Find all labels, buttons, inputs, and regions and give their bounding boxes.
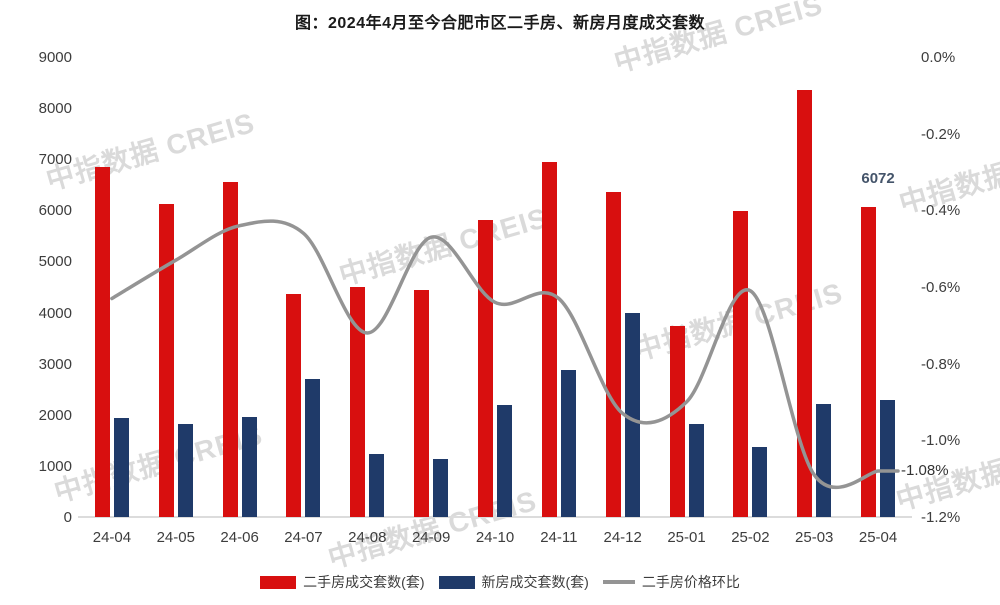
data-label-secondhand-last: 6072 — [861, 169, 895, 187]
bar-newhome — [433, 459, 449, 517]
bar-secondhand — [94, 166, 110, 517]
y-axis-right-tick-label: -0.2% — [921, 125, 961, 143]
bar-secondhand — [733, 211, 749, 517]
x-axis-baseline — [78, 516, 912, 518]
legend-label-newhome: 新房成交套数(套) — [481, 574, 589, 590]
legend-item-newhome: 新房成交套数(套) — [438, 572, 589, 592]
x-axis-label: 25-04 — [858, 529, 898, 546]
y-axis-left-tick-label: 3000 — [38, 355, 72, 373]
y-axis-left-tick-label: 9000 — [38, 49, 72, 66]
x-axis-label: 24-09 — [411, 529, 451, 546]
y-axis-left-tick-label: 2000 — [38, 406, 72, 424]
bar-newhome — [688, 424, 704, 517]
legend-swatch-price-line — [602, 580, 635, 584]
bar-secondhand — [605, 192, 621, 517]
x-axis-label: 24-12 — [603, 529, 642, 546]
watermark: 中指数据 CREIS — [335, 201, 552, 292]
x-axis-label: 25-01 — [667, 529, 706, 546]
y-axis-left-tick-label: 6000 — [38, 202, 72, 220]
bar-newhome — [177, 424, 193, 517]
bar-newhome — [369, 454, 385, 517]
bar-secondhand — [541, 162, 557, 517]
y-axis-left-tick-label: 0 — [63, 509, 72, 526]
y-axis-left-tick-label: 8000 — [38, 100, 72, 118]
x-axis-label: 24-05 — [156, 529, 195, 546]
y-axis-right-tick-label: -1.0% — [921, 432, 961, 450]
x-axis-label: 25-02 — [731, 529, 770, 546]
bar-secondhand — [350, 287, 366, 517]
bar-secondhand — [158, 204, 174, 517]
bar-secondhand — [414, 290, 430, 517]
bar-newhome — [816, 403, 832, 517]
bar-newhome — [560, 369, 576, 517]
y-axis-left-tick-label: 4000 — [38, 304, 72, 322]
bar-newhome — [241, 417, 257, 517]
bar-newhome — [752, 447, 768, 517]
legend: 二手房成交套数(套) 新房成交套数(套) 二手房价格环比 — [0, 570, 1000, 594]
bar-newhome — [305, 379, 321, 517]
x-axis-label: 25-03 — [795, 529, 834, 546]
y-axis-right-tick-label: 0.0% — [921, 49, 956, 66]
x-axis-label: 24-04 — [92, 529, 132, 546]
legend-swatch-newhome-bar — [438, 575, 475, 589]
y-axis-left-tick-label: 7000 — [38, 151, 72, 169]
y-axis-right-tick-label: -0.8% — [921, 355, 961, 373]
bar-secondhand — [286, 294, 302, 517]
data-label-price-mom-last: -1.08% — [901, 462, 949, 479]
legend-item-price-mom: 二手房价格环比 — [602, 572, 740, 592]
bar-newhome — [497, 404, 512, 517]
bar-secondhand — [669, 325, 685, 517]
y-axis-right-tick-label: -0.4% — [921, 202, 961, 220]
legend-swatch-secondhand-bar — [260, 575, 297, 589]
y-axis-right-tick-label: -1.2% — [921, 509, 961, 526]
x-axis-label: 24-08 — [348, 529, 387, 546]
bar-secondhand — [478, 219, 493, 517]
bar-secondhand — [861, 206, 877, 517]
y-axis-left-tick-label: 1000 — [38, 457, 72, 475]
y-axis-right-tick-label: -0.6% — [921, 279, 961, 296]
x-axis-label: 24-10 — [475, 529, 515, 546]
x-axis-label: 24-07 — [284, 529, 323, 546]
bar-newhome — [624, 312, 640, 517]
legend-label-secondhand: 二手房成交套数(套) — [303, 574, 425, 590]
x-axis-label: 24-11 — [540, 529, 578, 546]
legend-label-price-mom: 二手房价格环比 — [641, 574, 740, 590]
bar-secondhand — [222, 182, 238, 517]
legend-item-secondhand: 二手房成交套数(套) — [260, 572, 425, 592]
bar-newhome — [880, 400, 896, 517]
bar-newhome — [113, 418, 129, 517]
x-axis-label: 24-06 — [220, 529, 259, 546]
bar-secondhand — [797, 89, 813, 517]
chart-title: 图：2024年4月至今合肥市区二手房、新房月度成交套数 — [295, 15, 705, 32]
y-axis-left-tick-label: 5000 — [38, 253, 72, 271]
